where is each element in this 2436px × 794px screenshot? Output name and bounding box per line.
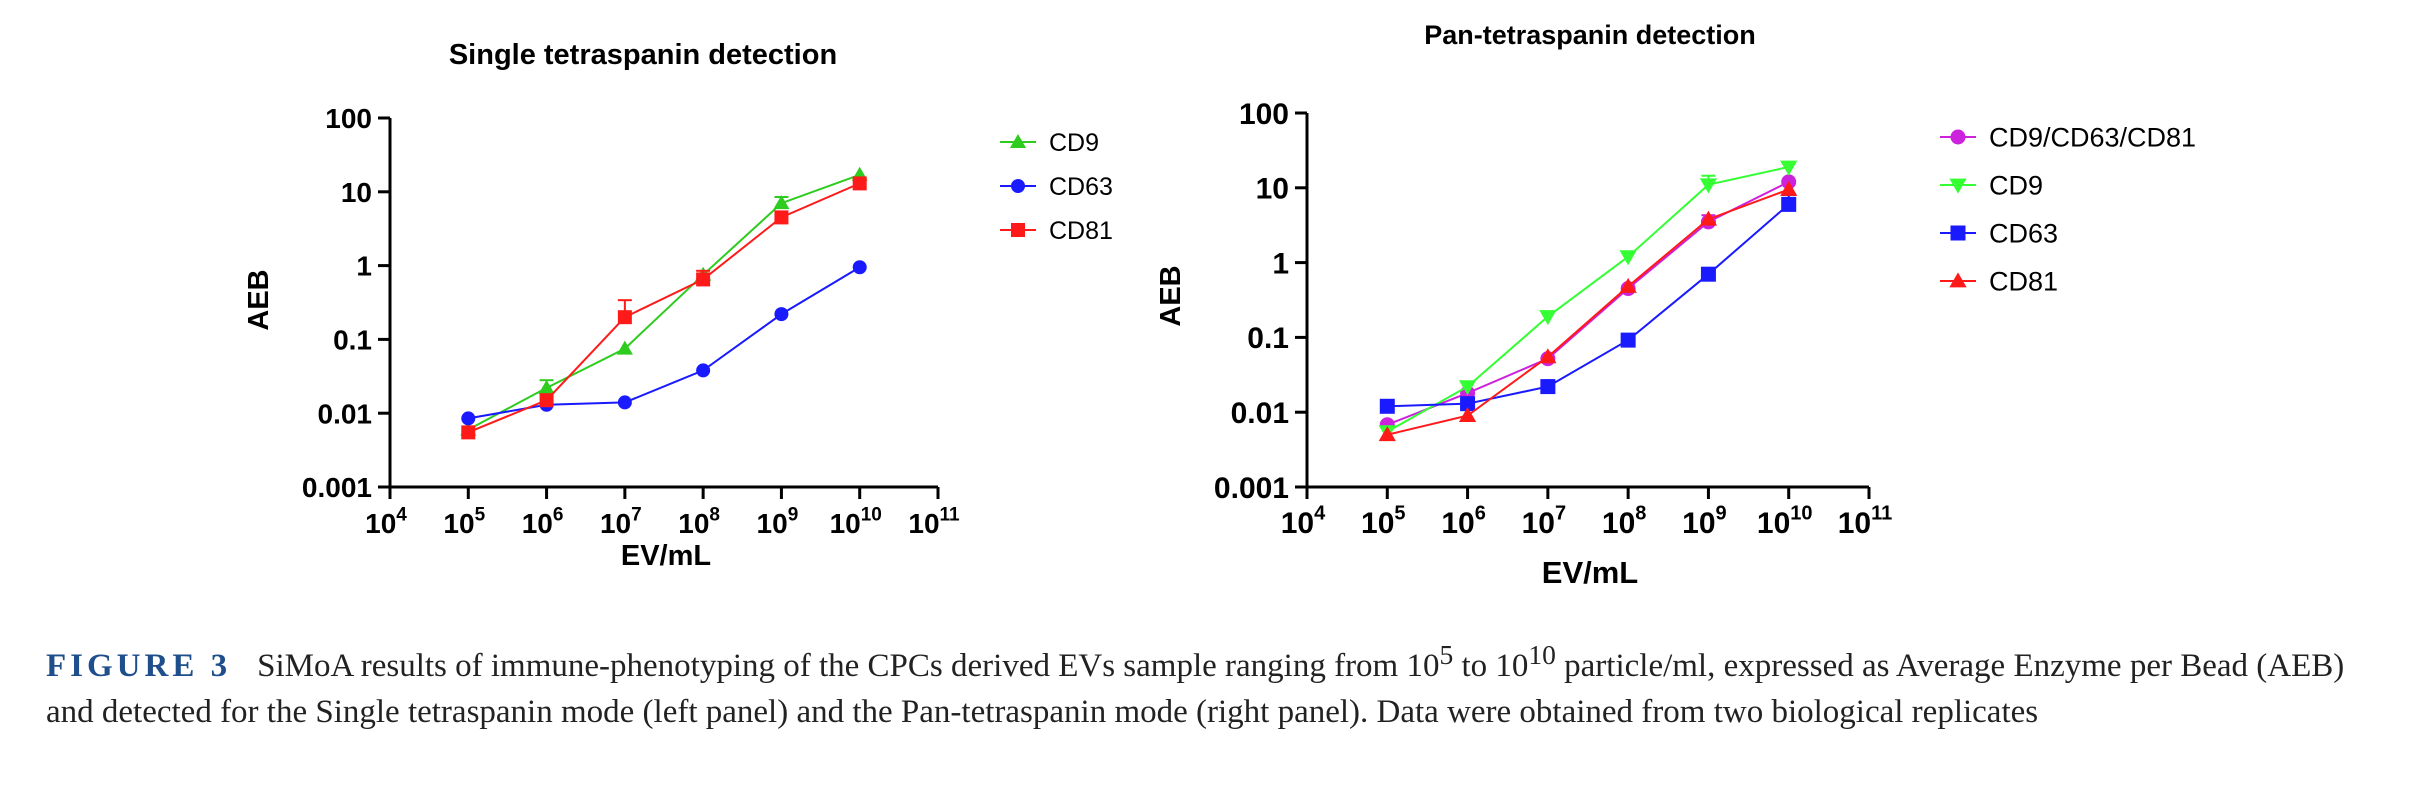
left-legend-label: CD63 (1049, 173, 1113, 201)
right-legend-label: CD9 (1989, 171, 2043, 201)
right-chart-panel: Pan-tetraspanin detection AEB EV/mL 0.00… (1155, 20, 2196, 590)
left-data-point (852, 260, 867, 275)
caption-text-1: SiMoA results of immune-phenotyping of t… (257, 648, 1440, 684)
right-series-line-0 (1386, 180, 1790, 426)
right-y-tick-label: 0.001 (1214, 472, 1289, 505)
right-data-point (1619, 277, 1637, 293)
right-legend-label: CD9/CD63/CD81 (1989, 123, 2196, 153)
left-data-point (774, 307, 789, 322)
right-data-point (1620, 332, 1636, 348)
right-x-tick-label: 106 (1441, 503, 1486, 541)
right-data-point (1780, 180, 1798, 196)
left-data-point (617, 395, 632, 410)
right-legend-marker (1949, 272, 1967, 288)
figure-canvas: Single tetraspanin detection AEB EV/mL 0… (243, 20, 2196, 590)
right-chart-ylabel: AEB (1155, 265, 1187, 326)
right-data-point (1619, 250, 1637, 266)
left-x-tick-label: 107 (600, 504, 642, 539)
right-data-point (1700, 266, 1716, 282)
left-y-tick-label: 100 (325, 103, 372, 134)
right-y-tick-label: 100 (1239, 98, 1289, 131)
right-x-tick-label: 105 (1361, 503, 1406, 541)
right-x-tick-label: 1011 (1838, 503, 1893, 541)
right-data-point (1540, 379, 1556, 395)
caption-sup-1: 5 (1439, 639, 1454, 670)
left-chart-title: Single tetraspanin detection (449, 39, 837, 71)
right-x-tick-label: 107 (1522, 503, 1567, 541)
left-x-tick-label: 108 (678, 504, 720, 539)
left-y-tick-label: 1 (356, 251, 372, 282)
left-y-tick-label: 0.1 (333, 324, 372, 355)
left-x-tick-label: 109 (757, 504, 799, 539)
right-legend-marker (1949, 178, 1967, 194)
right-data-point (1699, 210, 1718, 226)
left-legend-marker (1011, 179, 1025, 193)
right-series-line-3 (1387, 188, 1790, 436)
left-series-line-0 (467, 173, 861, 431)
right-data-point (1460, 396, 1476, 412)
right-chart-title: Pan-tetraspanin detection (1424, 20, 1756, 50)
left-legend-label: CD81 (1049, 217, 1113, 245)
left-x-tick-label: 1011 (908, 504, 960, 539)
left-y-tick-label: 0.01 (318, 398, 373, 429)
left-data-point (538, 379, 555, 394)
right-y-tick-label: 1 (1272, 247, 1289, 280)
left-data-point (774, 210, 789, 225)
figure-label: FIGURE 3 (46, 648, 232, 684)
left-legend-marker (1009, 133, 1027, 148)
left-data-point (461, 411, 476, 426)
left-data-point (461, 425, 476, 440)
left-data-point (696, 272, 711, 287)
left-x-tick-label: 104 (365, 504, 407, 539)
right-data-point (1539, 348, 1557, 364)
left-data-point (616, 340, 633, 355)
left-data-point (696, 363, 711, 378)
left-chart-panel: Single tetraspanin detection AEB EV/mL 0… (243, 39, 1113, 572)
right-x-tick-label: 1010 (1757, 503, 1813, 541)
left-chart-xlabel: EV/mL (621, 540, 711, 572)
left-data-point (773, 195, 790, 210)
right-data-point (1539, 310, 1557, 326)
right-data-point (1379, 398, 1395, 414)
right-legend-label: CD81 (1989, 267, 2058, 297)
right-x-tick-label: 108 (1602, 503, 1647, 541)
figure-caption: FIGURE 3 SiMoA results of immune-phenotyp… (46, 632, 2376, 735)
right-y-tick-label: 0.1 (1247, 322, 1289, 355)
right-data-point (1458, 380, 1477, 396)
left-x-tick-label: 106 (522, 504, 564, 539)
left-legend-marker (1011, 223, 1025, 237)
right-data-point (1458, 406, 1477, 422)
left-series-line-1 (468, 266, 861, 420)
left-series-line-2 (467, 182, 861, 434)
right-legend-marker (1950, 225, 1966, 241)
caption-text-3: particle/ml, expressed as Average Enzyme… (46, 648, 2345, 730)
right-legend-marker (1950, 129, 1966, 145)
caption-text-2: to 10 (1453, 648, 1529, 684)
right-y-tick-label: 10 (1256, 173, 1289, 206)
right-series-line-2 (1387, 203, 1790, 408)
left-y-tick-label: 10 (341, 177, 372, 208)
right-legend-label: CD63 (1989, 219, 2058, 249)
left-data-point (852, 176, 867, 191)
right-data-point (1780, 160, 1798, 176)
right-data-point (1699, 178, 1718, 194)
right-chart-xlabel: EV/mL (1542, 555, 1638, 590)
left-legend-label: CD9 (1049, 129, 1099, 157)
caption-sup-2: 10 (1528, 639, 1556, 670)
right-x-tick-label: 109 (1682, 503, 1727, 541)
right-x-tick-label: 104 (1281, 503, 1326, 541)
left-chart-ylabel: AEB (243, 269, 275, 330)
right-data-point (1781, 196, 1797, 212)
left-data-point (617, 310, 632, 325)
left-data-point (539, 393, 554, 408)
left-y-tick-label: 0.001 (302, 472, 372, 503)
right-y-tick-label: 0.01 (1231, 397, 1289, 430)
right-data-point (1378, 426, 1396, 442)
left-x-tick-label: 105 (443, 504, 485, 539)
right-series-line-1 (1386, 165, 1789, 433)
left-x-tick-label: 1010 (830, 504, 882, 539)
